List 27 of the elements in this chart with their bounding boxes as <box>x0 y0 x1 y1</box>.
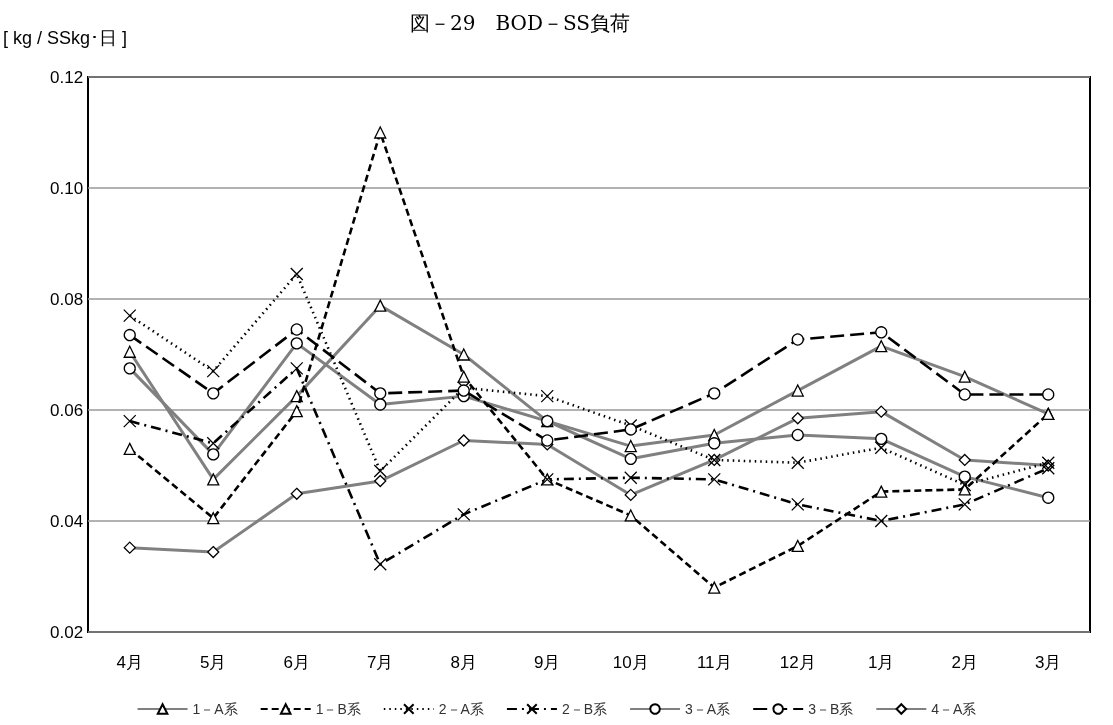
x-tick-label: 8月 <box>450 653 477 672</box>
legend-label: 1－A系 <box>192 701 238 717</box>
legend-label: 1－B系 <box>315 701 361 717</box>
y-tick-label: 0.06 <box>50 400 84 420</box>
x-tick-label: 10月 <box>612 653 649 672</box>
legend-label: 3－A系 <box>685 701 731 717</box>
x-tick-label: 12月 <box>779 653 816 672</box>
y-tick-label: 0.02 <box>50 622 84 642</box>
x-tick-label: 2月 <box>951 653 978 672</box>
y-tick-label: 0.10 <box>50 178 84 198</box>
y-axis-title: [ kg / SSkg･日 ] <box>3 28 128 48</box>
y-tick-label: 0.04 <box>50 511 84 531</box>
x-tick-label: 3月 <box>1035 653 1062 672</box>
x-tick-label: 11月 <box>696 653 732 672</box>
legend-label: 3－B系 <box>808 701 854 717</box>
legend-label: 2－B系 <box>561 701 608 717</box>
x-tick-label: 5月 <box>200 653 227 672</box>
chart-title: 図－29 BOD－SS負荷 <box>410 11 630 35</box>
x-tick-label: 6月 <box>283 653 310 672</box>
x-tick-label: 1月 <box>868 653 895 672</box>
x-tick-label: 7月 <box>367 653 394 672</box>
legend-label: 2－A系 <box>438 701 484 717</box>
legend-label: 4－A系 <box>931 701 977 717</box>
x-tick-label: 9月 <box>534 653 561 672</box>
y-tick-label: 0.08 <box>50 289 84 309</box>
x-tick-label: 4月 <box>116 653 143 672</box>
y-tick-label: 0.12 <box>50 67 84 87</box>
